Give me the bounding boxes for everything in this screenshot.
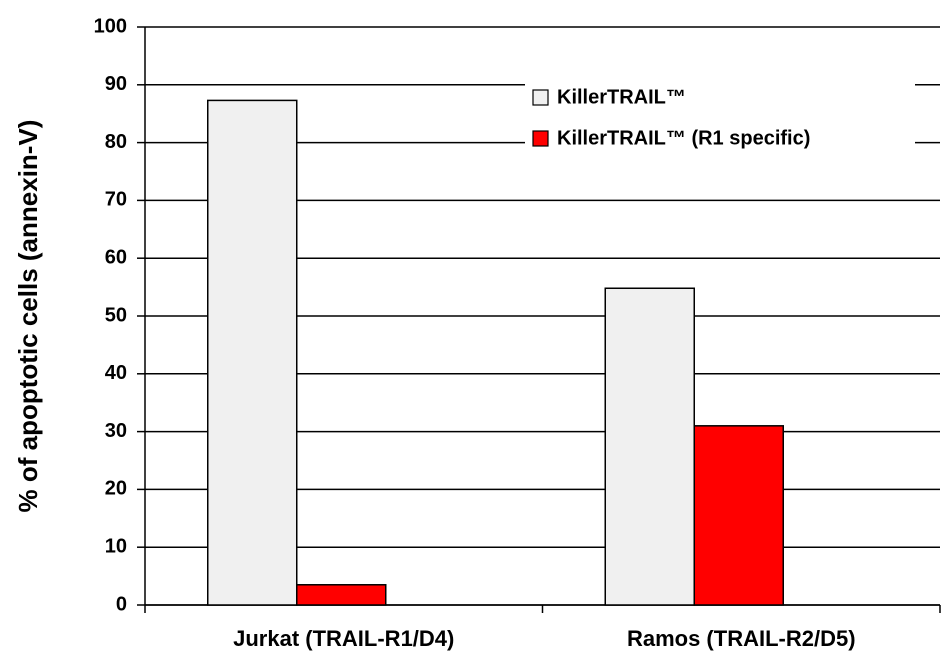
legend-label: KillerTRAIL™ bbox=[557, 86, 686, 108]
legend-box bbox=[525, 80, 915, 160]
bar bbox=[296, 584, 387, 606]
bar bbox=[604, 287, 695, 606]
y-axis-label: % of apoptotic cells (annexin-V) bbox=[13, 120, 43, 513]
y-tick-label: 50 bbox=[105, 304, 127, 326]
y-tick-label: 70 bbox=[105, 189, 127, 211]
y-tick-label: 30 bbox=[105, 420, 127, 442]
bar bbox=[207, 99, 298, 606]
y-tick-label: 90 bbox=[105, 73, 127, 95]
y-tick-label: 20 bbox=[105, 478, 127, 500]
y-tick-label: 60 bbox=[105, 246, 127, 268]
y-tick-label: 10 bbox=[105, 535, 127, 557]
legend-swatch bbox=[532, 130, 549, 147]
y-tick-label: 40 bbox=[105, 362, 127, 384]
y-tick-label: 100 bbox=[94, 15, 127, 37]
x-tick-label: Jurkat (TRAIL-R1/D4) bbox=[233, 626, 454, 651]
legend-label: KillerTRAIL™ (R1 specific) bbox=[557, 127, 810, 149]
bar bbox=[693, 425, 784, 606]
x-tick-label: Ramos (TRAIL-R2/D5) bbox=[627, 626, 856, 651]
y-tick-label: 0 bbox=[116, 593, 127, 615]
legend-swatch bbox=[532, 89, 549, 106]
y-tick-label: 80 bbox=[105, 131, 127, 153]
